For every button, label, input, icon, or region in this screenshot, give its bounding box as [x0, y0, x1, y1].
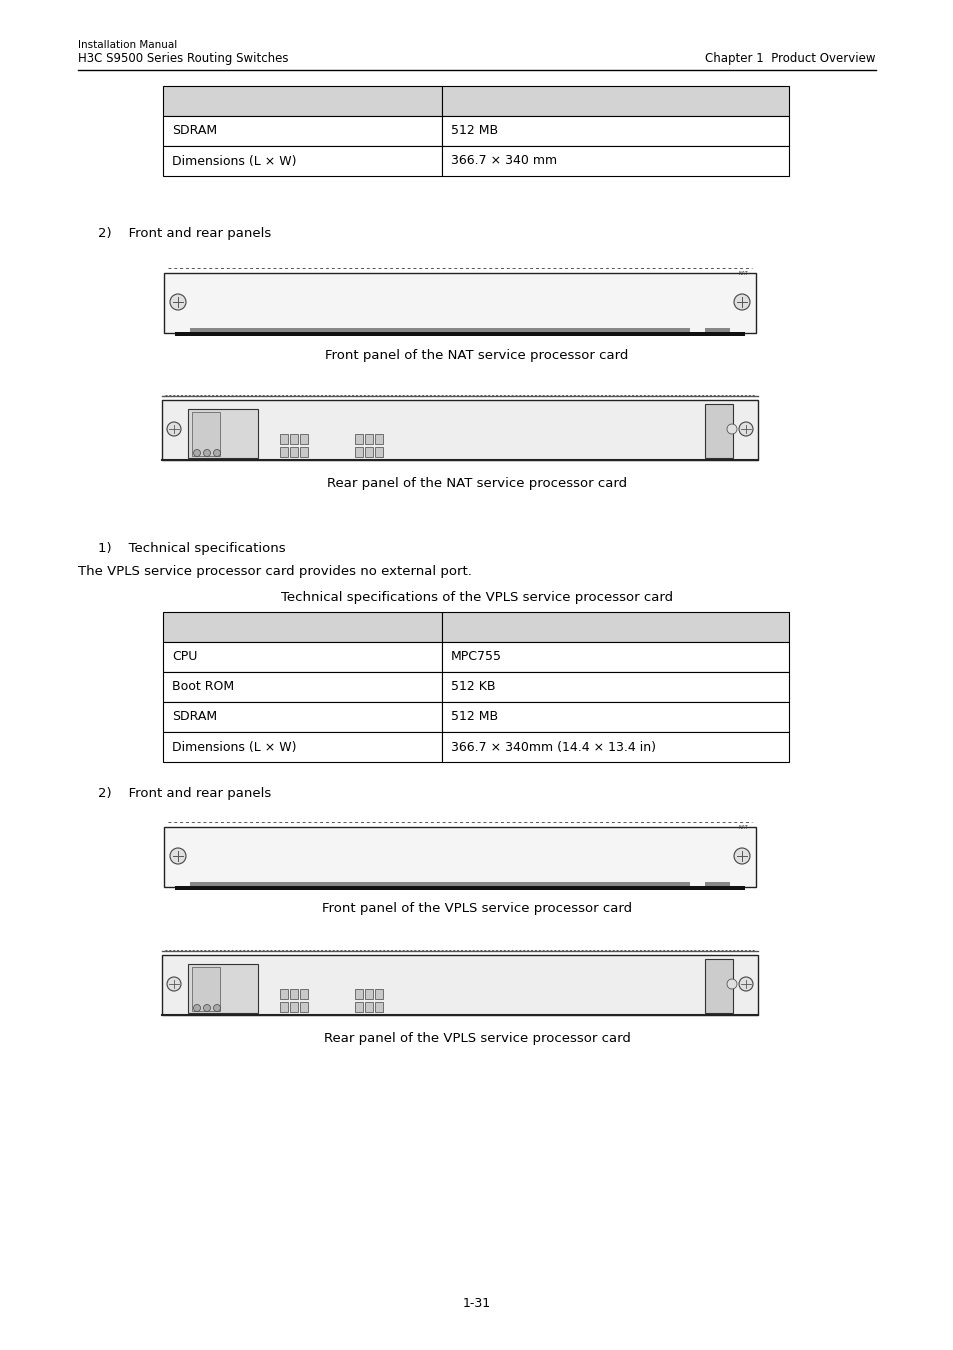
Text: SDRAM: SDRAM — [172, 710, 217, 724]
Text: The VPLS service processor card provides no external port.: The VPLS service processor card provides… — [78, 566, 472, 578]
Bar — [704, 328, 729, 333]
Circle shape — [739, 423, 752, 436]
Bar — [441, 732, 788, 761]
Circle shape — [213, 1004, 220, 1011]
Circle shape — [170, 848, 186, 864]
Bar — [280, 447, 288, 458]
Circle shape — [733, 294, 749, 310]
Bar — [704, 404, 732, 458]
Circle shape — [726, 979, 737, 990]
Bar — [188, 964, 257, 1012]
Bar — [441, 672, 788, 702]
Circle shape — [733, 848, 749, 864]
Bar — [355, 1002, 363, 1012]
Bar — [280, 990, 288, 999]
Text: Rear panel of the VPLS service processor card: Rear panel of the VPLS service processor… — [323, 1031, 630, 1045]
Circle shape — [203, 1004, 211, 1011]
Bar — [163, 672, 441, 702]
Text: Installation Manual: Installation Manual — [78, 40, 177, 50]
Bar — [163, 116, 441, 146]
Bar — [365, 433, 373, 444]
Circle shape — [739, 977, 752, 991]
Bar — [280, 1002, 288, 1012]
Text: 1-31: 1-31 — [462, 1297, 491, 1310]
Bar — [192, 967, 220, 1011]
Text: 366.7 × 340 mm: 366.7 × 340 mm — [450, 154, 557, 167]
Bar — [299, 433, 308, 444]
Bar — [164, 273, 755, 333]
Bar — [375, 1002, 382, 1012]
Text: Dimensions (L × W): Dimensions (L × W) — [172, 741, 296, 753]
Bar — [290, 990, 297, 999]
Bar — [164, 828, 755, 887]
Bar — [174, 332, 744, 336]
Bar — [290, 447, 297, 458]
Bar — [299, 1002, 308, 1012]
Bar — [163, 702, 441, 732]
Bar — [299, 990, 308, 999]
Text: CPU: CPU — [172, 651, 197, 663]
Circle shape — [167, 423, 181, 436]
Bar — [704, 958, 732, 1012]
Text: MPC755: MPC755 — [450, 651, 501, 663]
Bar — [188, 409, 257, 458]
Text: Rear panel of the NAT service processor card: Rear panel of the NAT service processor … — [327, 477, 626, 490]
Text: 512 MB: 512 MB — [450, 710, 497, 724]
Bar — [355, 447, 363, 458]
Text: 1)    Technical specifications: 1) Technical specifications — [98, 541, 285, 555]
Bar — [355, 433, 363, 444]
Circle shape — [193, 450, 200, 456]
Bar — [290, 1002, 297, 1012]
Text: Dimensions (L × W): Dimensions (L × W) — [172, 154, 296, 167]
Text: NAT: NAT — [738, 271, 747, 275]
Bar — [174, 886, 744, 890]
Circle shape — [213, 450, 220, 456]
Text: 512 KB: 512 KB — [450, 680, 495, 694]
Bar — [365, 1002, 373, 1012]
Bar — [162, 954, 758, 1015]
Bar — [163, 732, 441, 761]
Bar — [163, 643, 441, 672]
Text: 2)    Front and rear panels: 2) Front and rear panels — [98, 227, 271, 240]
Text: Chapter 1  Product Overview: Chapter 1 Product Overview — [705, 53, 875, 65]
Bar — [290, 433, 297, 444]
Bar — [375, 433, 382, 444]
Bar — [441, 116, 788, 146]
Bar — [162, 400, 758, 460]
Bar — [163, 146, 441, 176]
Text: SDRAM: SDRAM — [172, 124, 217, 138]
Bar — [441, 643, 788, 672]
Text: NAT: NAT — [738, 825, 747, 830]
Bar — [163, 612, 441, 643]
Bar — [704, 882, 729, 887]
Bar — [190, 328, 689, 333]
Bar — [190, 882, 689, 887]
Circle shape — [203, 450, 211, 456]
Text: 512 MB: 512 MB — [450, 124, 497, 138]
Bar — [375, 447, 382, 458]
Bar — [163, 86, 441, 116]
Text: 2)    Front and rear panels: 2) Front and rear panels — [98, 787, 271, 801]
Text: Boot ROM: Boot ROM — [172, 680, 233, 694]
Text: H3C S9500 Series Routing Switches: H3C S9500 Series Routing Switches — [78, 53, 288, 65]
Circle shape — [167, 977, 181, 991]
Bar — [192, 412, 220, 456]
Circle shape — [170, 294, 186, 310]
Bar — [441, 702, 788, 732]
Bar — [375, 990, 382, 999]
Bar — [280, 433, 288, 444]
Circle shape — [193, 1004, 200, 1011]
Bar — [299, 447, 308, 458]
Text: 366.7 × 340mm (14.4 × 13.4 in): 366.7 × 340mm (14.4 × 13.4 in) — [450, 741, 655, 753]
Text: Technical specifications of the VPLS service processor card: Technical specifications of the VPLS ser… — [280, 591, 673, 603]
Bar — [441, 146, 788, 176]
Bar — [365, 447, 373, 458]
Text: Front panel of the VPLS service processor card: Front panel of the VPLS service processo… — [321, 902, 632, 915]
Bar — [441, 86, 788, 116]
Circle shape — [726, 424, 737, 433]
Bar — [441, 612, 788, 643]
Bar — [355, 990, 363, 999]
Text: Front panel of the NAT service processor card: Front panel of the NAT service processor… — [325, 350, 628, 362]
Bar — [365, 990, 373, 999]
